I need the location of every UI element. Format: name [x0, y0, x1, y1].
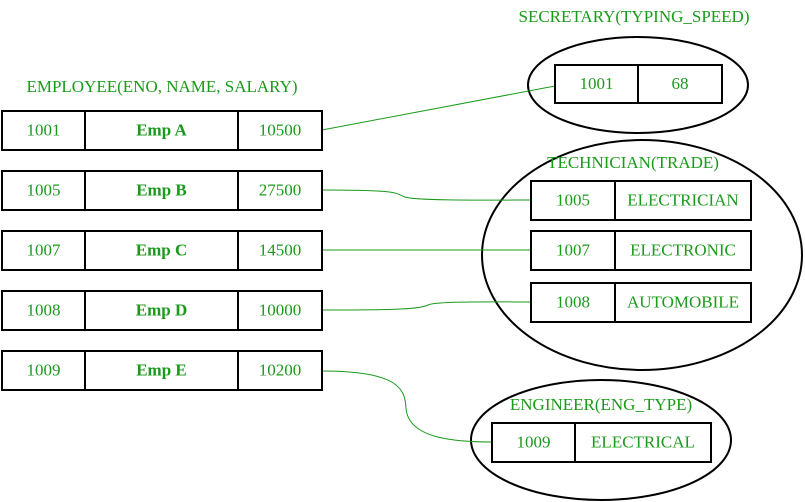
cell [1, 110, 86, 151]
connector [321, 189, 532, 201]
cell-text: 10000 [259, 300, 302, 319]
secretary-set [527, 36, 749, 134]
cell-text: 14500 [259, 240, 302, 259]
cell [84, 290, 239, 331]
cell-text: Emp C [136, 240, 187, 259]
cell [1, 230, 86, 271]
cell [237, 230, 323, 271]
cell [614, 230, 752, 271]
cell [237, 170, 323, 211]
cell [491, 422, 576, 463]
cell-text: 1007 [27, 240, 62, 259]
cell-text: Emp E [136, 360, 187, 379]
cell [1, 290, 86, 331]
cell [84, 350, 239, 391]
cell [1, 170, 86, 211]
connector [321, 85, 556, 131]
cell-text: 1008 [27, 300, 61, 319]
cell [614, 180, 752, 221]
cell [637, 64, 723, 104]
cell [237, 350, 323, 391]
engineer-set [470, 379, 732, 501]
connector [321, 301, 532, 311]
cell-text: 10500 [259, 120, 302, 139]
cell-text: 27500 [259, 180, 302, 199]
cell-text: Emp D [136, 300, 187, 319]
cell-text: 1007 [556, 240, 591, 259]
cell-text: Emp A [136, 120, 187, 139]
cell-text: 1001 [580, 74, 614, 93]
cell-text: 1001 [27, 120, 61, 139]
table-title: TECHNICIAN(TRADE) [547, 153, 719, 172]
cell-text: Emp B [136, 180, 187, 199]
cell-text: 1009 [517, 432, 551, 451]
cell-text: 1005 [556, 190, 590, 209]
table-title: EMPLOYEE(ENO, NAME, SALARY) [26, 77, 297, 96]
cell [530, 180, 616, 221]
cell-text: ELECTRONIC [630, 240, 736, 259]
connector [321, 370, 493, 443]
cell-text: 1008 [556, 292, 590, 311]
cell-text: ELECTRICAL [591, 432, 695, 451]
cell-text: 10200 [259, 360, 302, 379]
cell-text: AUTOMOBILE [627, 292, 739, 311]
cell [574, 422, 712, 463]
cell [1, 350, 86, 391]
cell-text: 68 [672, 74, 689, 93]
technician-set [481, 139, 803, 371]
cell-text: 1009 [27, 360, 61, 379]
cell [237, 290, 323, 331]
cell-text: ELECTRICIAN [627, 190, 738, 209]
cell [614, 282, 752, 323]
cell [84, 170, 239, 211]
cell [84, 230, 239, 271]
table-title: SECRETARY(TYPING_SPEED) [519, 7, 750, 26]
cell-text: 1005 [27, 180, 61, 199]
table-title: ENGINEER(ENG_TYPE) [510, 395, 692, 414]
cell [237, 110, 323, 151]
